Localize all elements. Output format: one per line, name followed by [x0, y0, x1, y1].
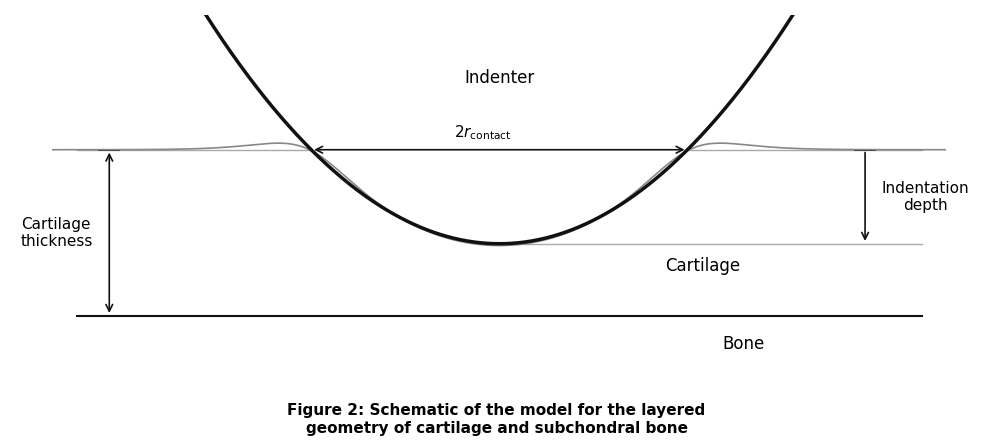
- Text: Cartilage: Cartilage: [665, 257, 740, 275]
- Text: Bone: Bone: [722, 335, 765, 353]
- Text: Indentation
depth: Indentation depth: [882, 180, 969, 213]
- Text: Cartilage
thickness: Cartilage thickness: [21, 216, 93, 249]
- Text: Indenter: Indenter: [465, 69, 534, 87]
- Text: Figure 2: Schematic of the model for the layered
geometry of cartilage and subch: Figure 2: Schematic of the model for the…: [287, 403, 706, 436]
- Text: $2r_{\mathrm{contact}}$: $2r_{\mathrm{contact}}$: [454, 124, 512, 142]
